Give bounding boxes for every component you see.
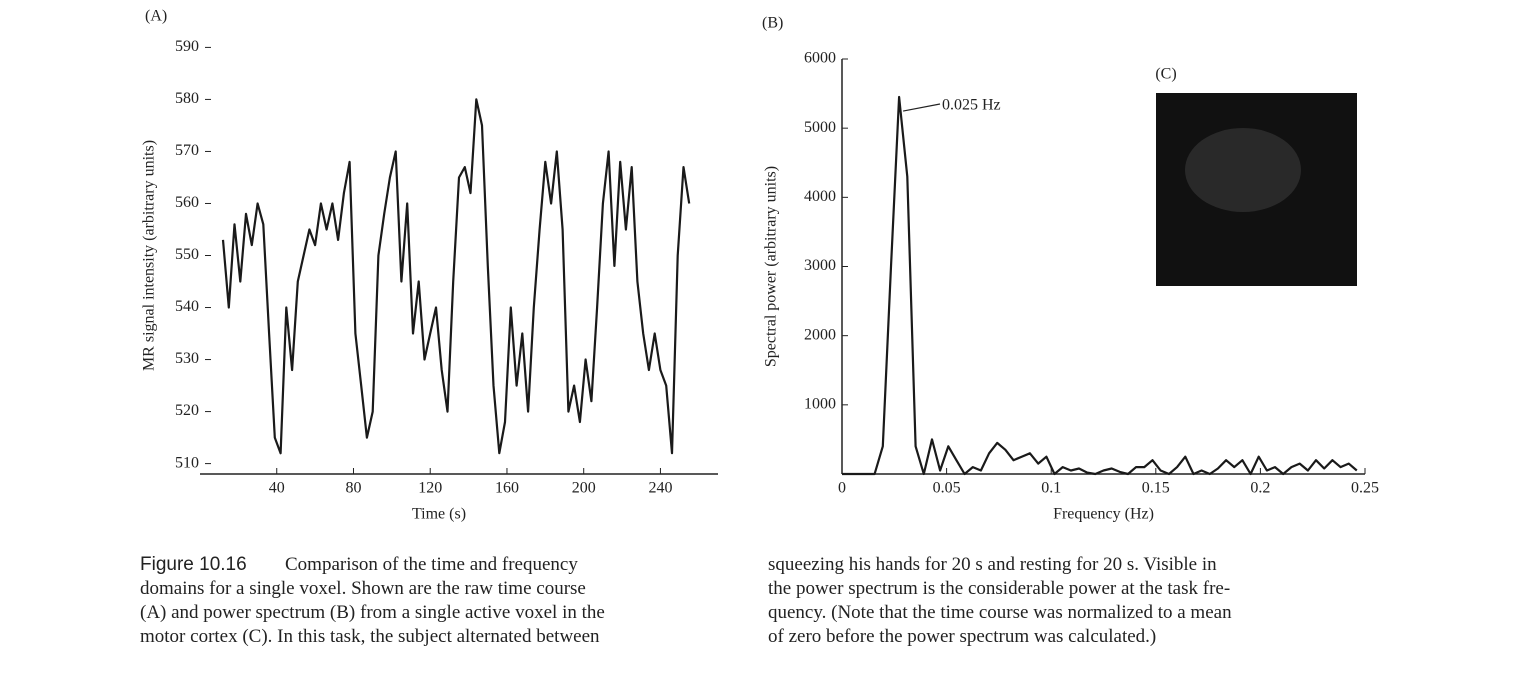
x-tick-label: 0.2 [1250, 480, 1270, 497]
y-tick-label: 4000 [804, 188, 836, 205]
x-tick-label: 40 [269, 480, 285, 497]
y-axis-label: MR signal intensity (arbitrary units) [141, 140, 158, 371]
caption-label: Figure 10.16 [140, 554, 247, 575]
caption-line: the power spectrum is the considerable p… [768, 578, 1230, 599]
caption-line: (A) and power spectrum (B) from a single… [140, 602, 605, 623]
x-tick-label: 0 [838, 480, 846, 497]
data-line [842, 95, 1358, 476]
y-tick-label: 590 [175, 38, 199, 55]
x-tick-label: 160 [495, 480, 519, 497]
data-line [221, 98, 691, 455]
inset-brain [1185, 128, 1301, 212]
inset-label: (C) [1155, 66, 1176, 83]
panel-label: (B) [762, 15, 783, 32]
x-tick-label: 0.1 [1041, 480, 1061, 497]
caption-line: quency. (Note that the time course was n… [768, 602, 1232, 623]
x-tick-label: 120 [418, 480, 442, 497]
caption-line: of zero before the power spectrum was ca… [768, 626, 1156, 647]
y-tick-label: 2000 [804, 326, 836, 343]
y-tick-label: 560 [175, 194, 199, 211]
caption-line: Comparison of the time and frequency [285, 554, 578, 575]
y-tick-label: 6000 [804, 50, 836, 67]
y-tick-label: 3000 [804, 257, 836, 274]
y-tick-label: 5000 [804, 119, 836, 136]
caption-line: domains for a single voxel. Shown are th… [140, 578, 586, 599]
y-tick-label: 520 [175, 402, 199, 419]
x-tick-label: 0.05 [933, 480, 961, 497]
y-tick-label: 510 [175, 454, 199, 471]
y-tick-label: 570 [175, 142, 199, 159]
y-tick-label: 530 [175, 350, 199, 367]
x-tick-label: 0.15 [1142, 480, 1170, 497]
panel-label: (A) [145, 8, 167, 25]
x-tick-label: 80 [345, 480, 361, 497]
y-tick-label: 540 [175, 298, 199, 315]
y-tick-label: 580 [175, 90, 199, 107]
y-axis-label: Spectral power (arbitrary units) [763, 166, 780, 367]
annotation-pointer [902, 103, 941, 112]
y-tick-label: 1000 [804, 396, 836, 413]
x-tick-label: 200 [572, 480, 596, 497]
caption-line: motor cortex (C). In this task, the subj… [140, 626, 600, 647]
x-axis-label: Time (s) [412, 506, 466, 523]
x-tick-label: 0.25 [1351, 480, 1379, 497]
x-axis-label: Frequency (Hz) [1053, 506, 1154, 523]
x-tick-label: 240 [648, 480, 672, 497]
y-tick-label: 550 [175, 246, 199, 263]
annotation: 0.025 Hz [942, 97, 1001, 114]
caption-line: squeezing his hands for 20 s and resting… [768, 554, 1217, 575]
